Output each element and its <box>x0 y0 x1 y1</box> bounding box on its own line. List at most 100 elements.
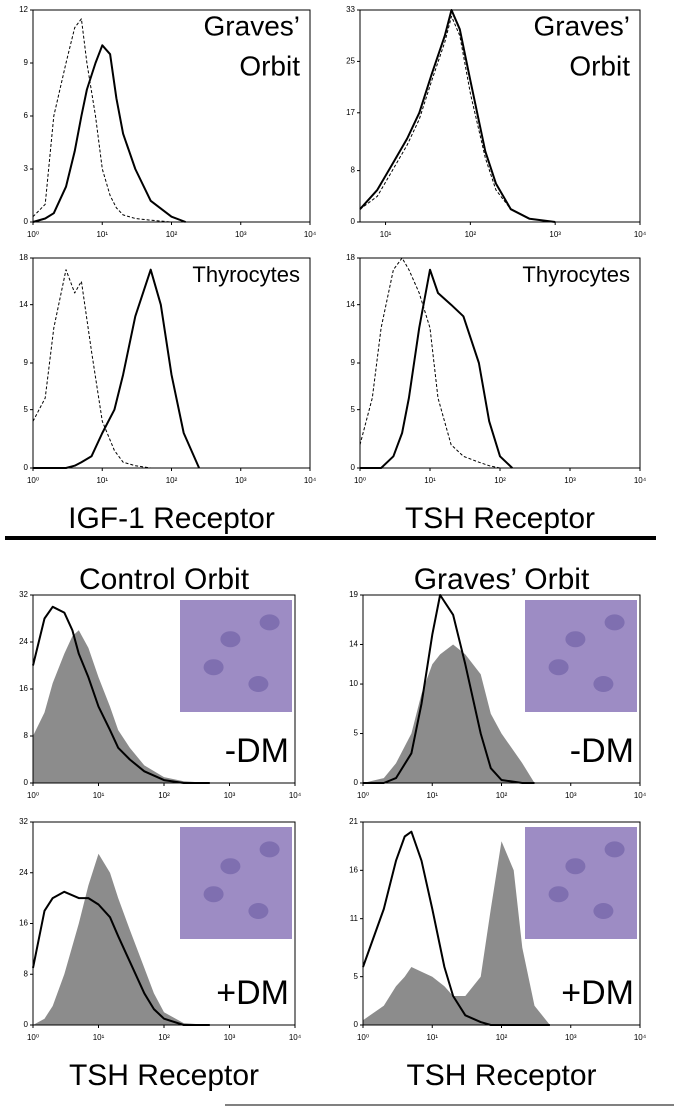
y-tick-label: 5 <box>354 972 359 981</box>
x-tick-label: 10⁰ <box>27 791 39 800</box>
y-tick-label: 9 <box>24 358 29 367</box>
panel-annotation: -DM <box>225 732 289 770</box>
x-tick-label: 10² <box>158 791 170 800</box>
x-tick-label: 10³ <box>224 1033 236 1042</box>
x-tick-label: 10⁰ <box>354 476 366 485</box>
y-tick-label: 0 <box>354 1020 359 1029</box>
x-tick-label: 10⁰ <box>27 1033 39 1042</box>
x-tick-label: 10⁰ <box>357 791 369 800</box>
y-tick-label: 9 <box>351 358 356 367</box>
x-tick-label: 10³ <box>224 791 236 800</box>
x-tick-label: 10¹ <box>380 230 392 239</box>
x-tick-label: 10³ <box>549 230 561 239</box>
x-tick-label: 10² <box>166 230 178 239</box>
histogram-area <box>33 853 210 1025</box>
x-tick-label: 10² <box>166 476 178 485</box>
inset-cell <box>604 614 625 631</box>
panel-annotation: -DM <box>570 732 634 770</box>
y-tick-label: 8 <box>351 166 356 175</box>
x-tick-label: 10² <box>158 1033 170 1042</box>
histogram-area <box>363 841 550 1025</box>
plot-frame <box>32 257 311 469</box>
y-tick-label: 24 <box>19 637 28 646</box>
inset-cell <box>593 903 614 919</box>
y-tick-label: 0 <box>24 778 29 787</box>
y-tick-label: 17 <box>346 108 355 117</box>
x-tick-label: 10¹ <box>93 791 105 800</box>
y-tick-label: 16 <box>349 865 358 874</box>
x-tick-label: 10⁴ <box>634 791 647 800</box>
histogram-line <box>32 269 200 469</box>
x-tick-label: 10² <box>465 230 477 239</box>
x-tick-label: 10² <box>496 791 508 800</box>
x-tick-label: 10¹ <box>426 791 438 800</box>
x-tick-label: 10² <box>496 1033 508 1042</box>
x-tick-label: 10³ <box>565 791 577 800</box>
panel-annotation: Orbit <box>569 50 630 81</box>
panel-annotation: Graves’ <box>204 10 300 41</box>
x-tick-label: 10¹ <box>424 476 436 485</box>
y-tick-label: 32 <box>19 817 28 826</box>
panel-title: Control Orbit <box>79 563 250 596</box>
y-tick-label: 10 <box>349 679 358 688</box>
y-tick-label: 14 <box>349 640 358 649</box>
histogram-area <box>363 644 535 783</box>
x-tick-label: 10⁴ <box>304 476 317 485</box>
inset-cell <box>203 659 224 676</box>
inset-cell <box>604 841 625 858</box>
y-tick-label: 18 <box>19 253 28 262</box>
histogram-line <box>359 15 556 223</box>
x-tick-label: 10⁴ <box>289 791 302 800</box>
inset-cell <box>593 676 614 692</box>
x-tick-label: 10⁴ <box>634 1033 647 1042</box>
y-tick-label: 11 <box>350 914 359 923</box>
inset-cell <box>259 614 280 631</box>
y-tick-label: 16 <box>19 684 28 693</box>
y-tick-label: 18 <box>346 253 355 262</box>
y-tick-label: 16 <box>19 919 28 928</box>
x-axis-label: TSH Receptor <box>405 502 595 535</box>
histogram-line <box>32 18 186 223</box>
y-tick-label: 24 <box>19 868 28 877</box>
y-tick-label: 6 <box>24 111 29 120</box>
x-tick-label: 10¹ <box>426 1033 438 1042</box>
x-tick-label: 10⁰ <box>357 1033 369 1042</box>
inset-cell <box>548 659 569 676</box>
inset-cell <box>248 903 269 919</box>
inset-cell <box>220 631 241 648</box>
y-tick-label: 0 <box>351 463 356 472</box>
x-tick-label: 10³ <box>235 476 247 485</box>
inset-cell <box>565 631 586 648</box>
panel-annotation: +DM <box>561 974 634 1012</box>
histogram-area <box>33 630 210 783</box>
y-tick-label: 0 <box>24 217 29 226</box>
x-tick-label: 10⁴ <box>289 1033 302 1042</box>
y-tick-label: 14 <box>346 300 355 309</box>
x-axis-label: TSH Receptor <box>406 1059 596 1092</box>
panel-annotation: Thyrocytes <box>192 262 300 287</box>
x-tick-label: 10⁴ <box>304 230 317 239</box>
histogram-line <box>32 605 210 784</box>
y-tick-label: 25 <box>346 57 355 66</box>
y-tick-label: 3 <box>24 164 29 173</box>
y-tick-label: 9 <box>24 58 29 67</box>
inset-cell <box>259 841 280 858</box>
panel-annotation: Graves’ <box>534 10 630 41</box>
histogram-line <box>360 268 513 469</box>
y-tick-label: 5 <box>351 405 356 414</box>
x-tick-label: 10² <box>494 476 506 485</box>
y-tick-label: 0 <box>24 1020 29 1029</box>
y-tick-label: 0 <box>354 778 359 787</box>
y-tick-label: 19 <box>349 590 358 599</box>
plot-frame <box>359 257 641 469</box>
y-tick-label: 21 <box>349 817 358 826</box>
y-tick-label: 5 <box>354 729 359 738</box>
histogram-line <box>32 890 210 1026</box>
x-axis-label: IGF-1 Receptor <box>68 502 275 535</box>
x-tick-label: 10³ <box>565 1033 577 1042</box>
inset-cell <box>565 858 586 875</box>
y-tick-label: 0 <box>24 463 29 472</box>
histogram-line <box>363 594 535 784</box>
plot-frame <box>359 9 641 223</box>
panel-annotation: Thyrocytes <box>522 262 630 287</box>
